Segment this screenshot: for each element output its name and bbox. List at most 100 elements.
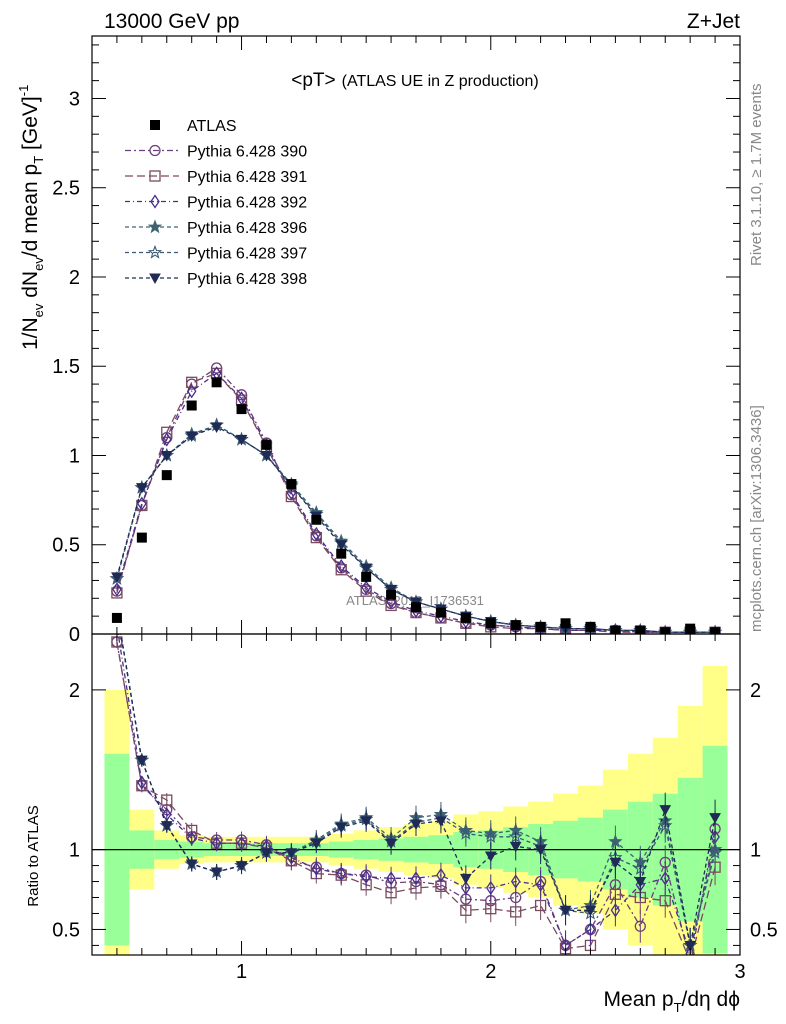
ratio-point-1 [485,903,497,915]
ratio-point-5 [559,905,572,917]
ratio-point-2 [137,775,147,790]
ratio-y-tick-label-right: 1 [750,840,761,862]
ratio-y-tick-label: 0.5 [52,919,80,941]
ratio-point-5 [360,816,373,827]
data-point [311,514,322,525]
ratio-point-2 [461,880,471,896]
legend-label: Pythia 6.428 390 [187,144,307,161]
legend: ATLAS Pythia 6.428 390 Pythia 6.428 391 Pyt… [125,118,307,288]
mcplots-label: mcplots.cern.ch [arXiv:1306.3436] [748,405,765,632]
header-left: 13000 GeV pp [104,10,239,33]
ratio-series [111,634,723,966]
main-series [109,362,723,634]
ratio-point-5 [659,805,672,816]
data-point [560,618,571,629]
ratio-point-1 [685,956,695,966]
y-axis-label: 1/Nev dNev/d mean pT [GeV]-1 [16,85,46,350]
ratio-point-5 [260,848,273,859]
y-tick-label: 0.5 [52,535,80,557]
chart-title: <pT> (ATLAS UE in Z production) [291,70,538,91]
data-point [460,612,471,623]
series-point-1 [385,599,397,612]
ratio-y-tick-label: 1 [69,840,80,862]
ratio-point-2 [211,836,222,851]
legend-label: Pythia 6.428 392 [187,195,307,212]
series-point-5 [360,563,373,574]
ratio-point-5 [609,857,622,869]
ratio-point-2 [311,861,322,876]
ratio-point-5 [335,822,348,834]
data-point [510,620,521,631]
series-point-5 [135,483,148,494]
ratio-point-0 [685,956,695,966]
data-point [535,621,546,632]
ratio-point-5 [310,838,323,850]
y-tick-label: 0 [69,624,80,646]
ratio-point-5 [135,755,148,767]
series-point-5 [210,422,223,433]
x-tick-label: 2 [485,961,496,983]
ratio-point-2 [186,831,197,846]
data-point [111,612,122,623]
data-point [336,548,347,559]
ratio-point-4 [458,825,474,840]
ratio-y-tick-label: 2 [69,680,80,702]
ratio-point-2 [386,871,396,886]
series-point-2 [112,582,122,597]
ratio-point-2 [610,903,621,918]
ratio-bands [104,665,728,955]
data-point [136,532,147,543]
data-point [386,589,397,600]
ratio-point-1 [460,904,472,916]
ratio-point-2 [535,877,546,892]
ratio-point-4 [658,818,673,832]
legend-label: Pythia 6.428 397 [187,246,307,263]
ratio-point-5 [634,877,647,888]
ratio-point-2 [510,874,521,889]
series-point-1 [161,426,173,438]
ratio-point-5 [459,873,472,885]
ratio-point-5 [509,841,522,853]
ratio-point-2 [685,946,695,955]
ratio-point-5 [435,816,447,827]
ratio-point-1 [161,794,173,806]
data-point [161,470,172,481]
ratio-point-2 [236,836,247,851]
legend-label: Pythia 6.428 396 [187,220,307,237]
data-point [286,479,297,490]
series-point-5 [160,450,173,462]
ratio-point-5 [684,940,697,952]
ratio-y-tick-label-right: 2 [750,680,761,702]
series-point-2 [137,496,147,511]
ratio-point-5 [385,838,397,850]
ratio-point-2 [660,871,671,886]
series-point-2 [336,558,347,574]
data-point [435,607,446,618]
ratio-point-0 [634,920,646,932]
ratio-point-2 [411,871,421,886]
ratio-point-1 [659,895,671,907]
series-point-2 [386,594,396,610]
ratio-point-5 [534,845,547,856]
series-point-2 [286,485,297,501]
series-point-5 [111,572,123,583]
rivet-label: Rivet 3.1.10, ≥ 1.7M events [748,84,765,267]
series-point-2 [161,432,172,447]
data-point [361,571,372,582]
series-point-1 [186,376,198,388]
legend-marker [150,120,160,130]
legend-marker [147,244,163,259]
series-point-1 [310,531,322,544]
ratio-y-axis-label: Ratio to ATLAS [25,805,42,906]
ratio-point-5 [709,813,721,824]
ratio-panel [92,634,740,966]
y-tick-label: 2.5 [52,178,80,200]
series-point-5 [260,450,273,462]
y-tick-label: 1.5 [52,356,80,378]
ratio-point-2 [485,880,496,896]
data-point [186,400,197,411]
ratio-point-4 [707,845,723,859]
ratio-point-1 [510,906,522,918]
ratio-point-5 [285,848,298,859]
